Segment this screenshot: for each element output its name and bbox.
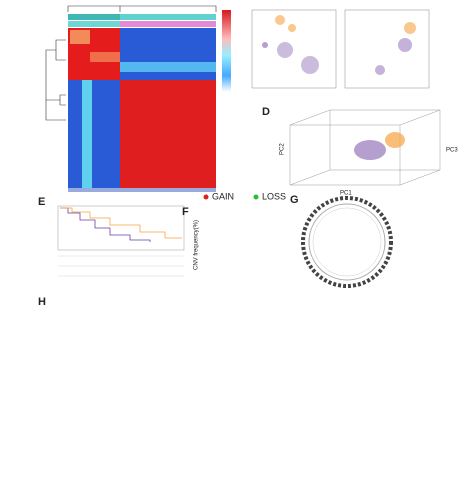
- panel-label: E: [38, 196, 45, 208]
- axis-label: PC1: [340, 191, 352, 197]
- pca-3d-points: [354, 132, 405, 160]
- pca-3d: [289, 109, 441, 186]
- circos-plot: [301, 196, 393, 288]
- legend-swatch: [253, 194, 259, 200]
- axis-label: PC2: [280, 143, 286, 155]
- colorbar: [222, 10, 231, 92]
- panel-label: H: [38, 296, 46, 308]
- scatter-points: [262, 15, 416, 75]
- panel-label: D: [262, 106, 270, 118]
- pca-scatter: [251, 9, 430, 89]
- survival-curve: [57, 205, 185, 277]
- legend-label: LOSS: [262, 191, 286, 201]
- axis-label: CNV frequency(%): [194, 220, 200, 270]
- panel-label: F: [182, 206, 189, 218]
- axis-label: PC3: [446, 148, 458, 154]
- legend-swatch: [203, 194, 209, 200]
- consensus-heatmap: [45, 5, 217, 192]
- legend-label: GAIN: [212, 191, 234, 201]
- panel-label: G: [290, 194, 299, 206]
